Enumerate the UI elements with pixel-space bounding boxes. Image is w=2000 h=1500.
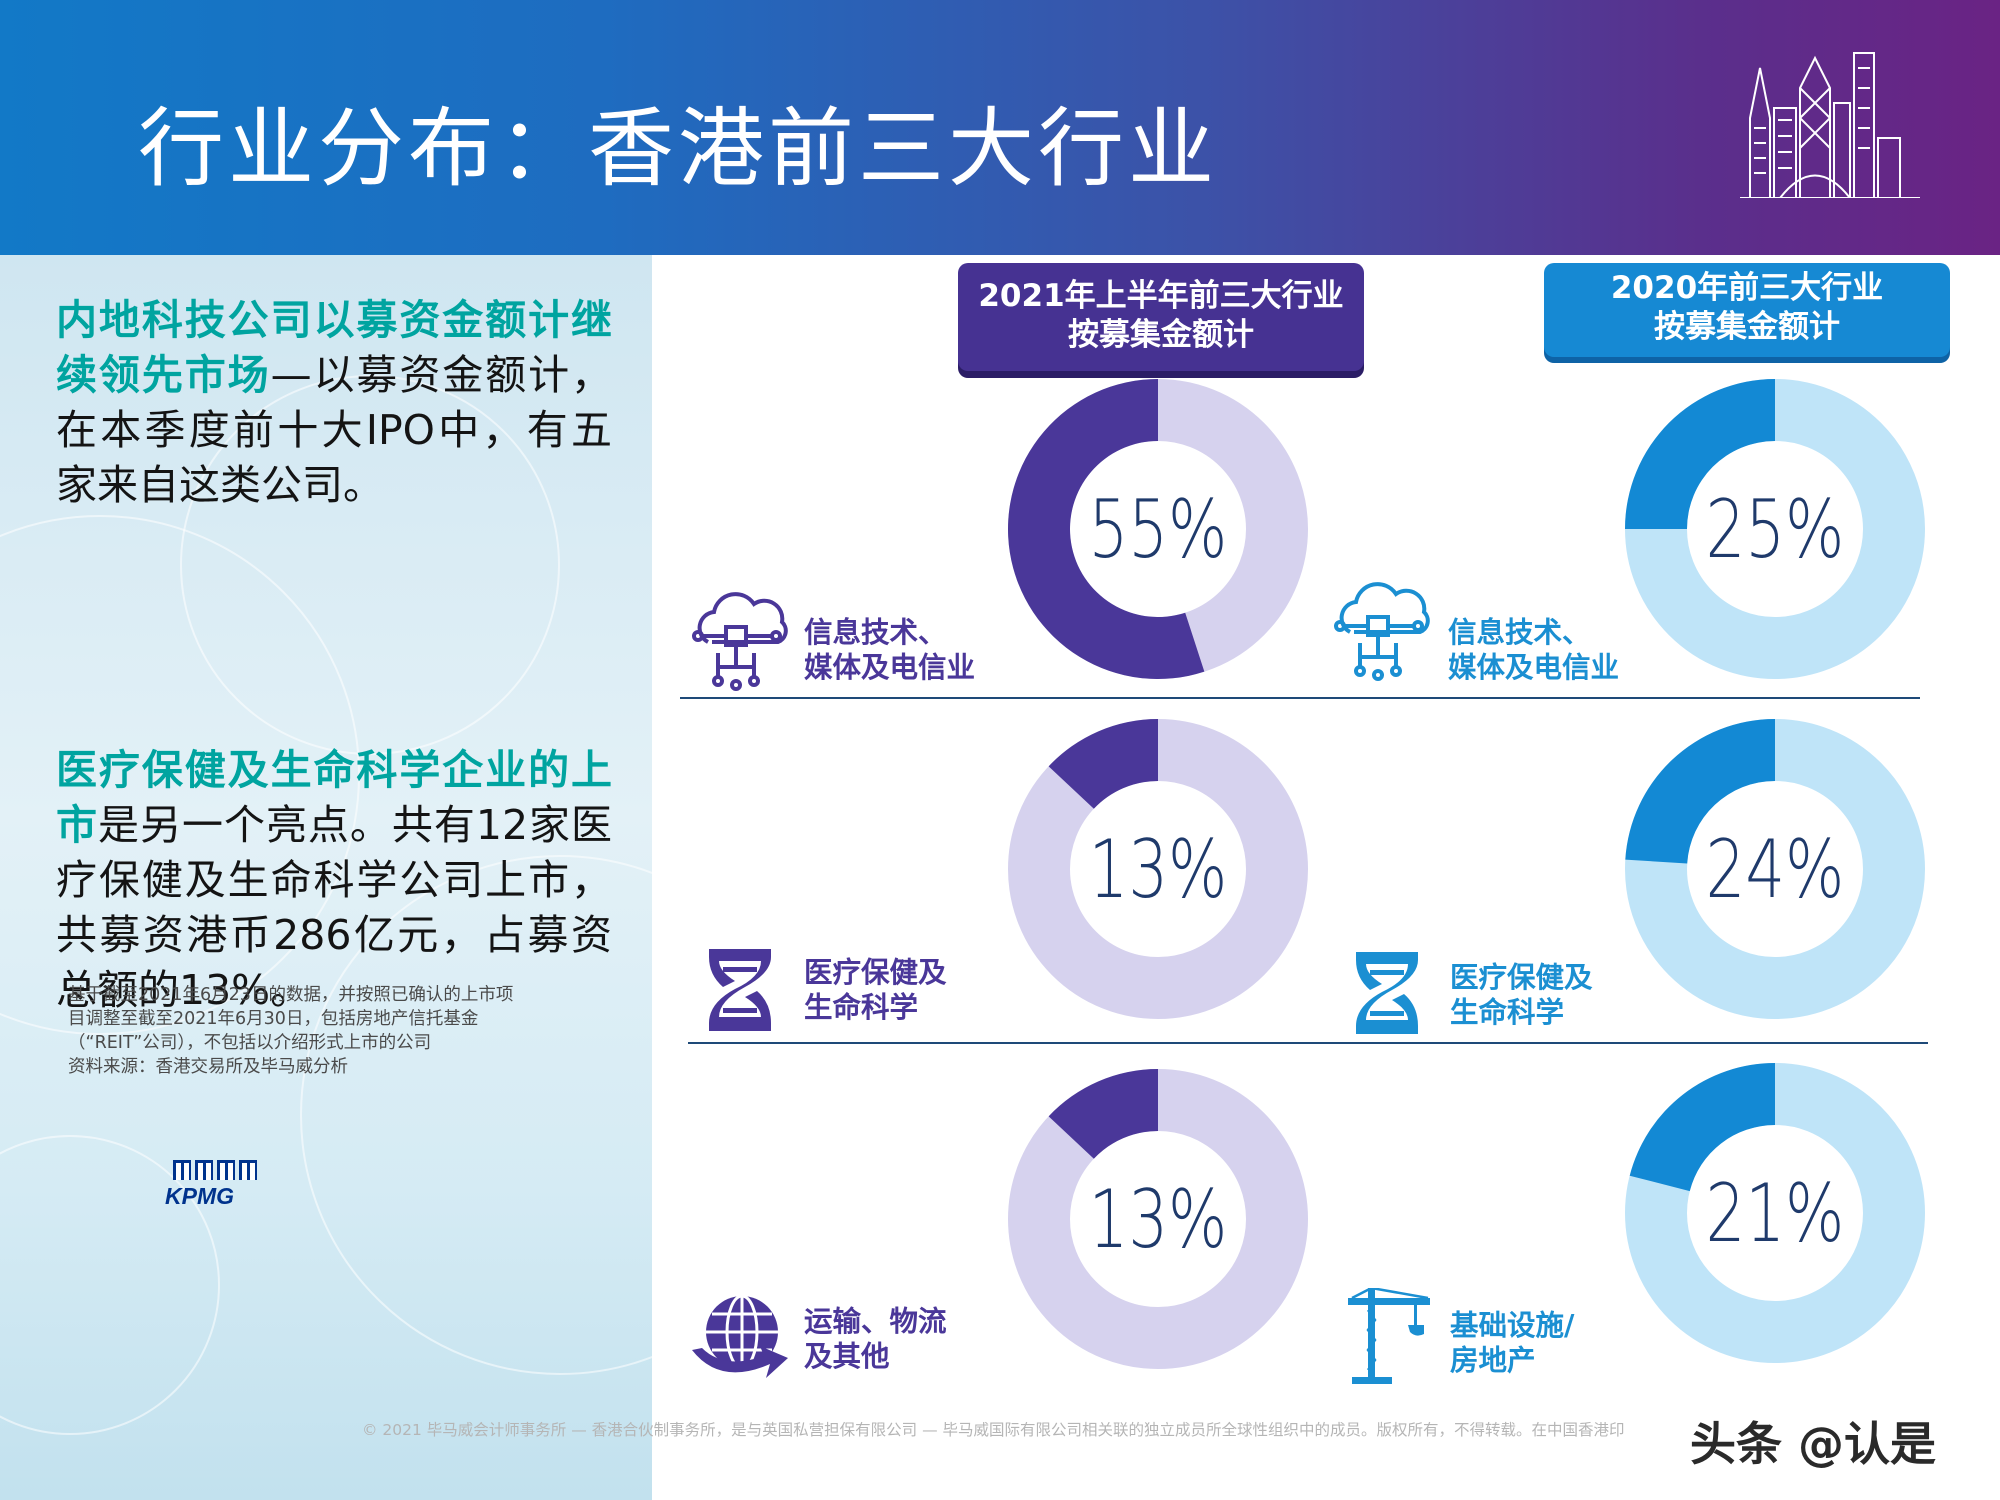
badge-2021: 2021年上半年前三大行业 按募集金额计	[958, 263, 1364, 371]
kpmg-logo: KPMG	[165, 1160, 257, 1208]
industry-label-line: 媒体及电信业	[1448, 651, 1620, 684]
note-line: （“REIT”公司），不包括以介绍形式上市的公司	[68, 1033, 432, 1053]
donut-segment-2020-1	[1625, 719, 1775, 864]
globe-arrow-icon	[692, 1294, 788, 1378]
row-divider	[688, 1042, 1928, 1044]
cloud-network-icon	[692, 592, 788, 691]
paragraph-tech: 内地科技公司以募资金额计继续领先市场—以募资金额计，在本季度前十大IPO中，有五…	[56, 293, 612, 513]
industry-label-2020-tmt: 信息技术、 媒体及电信业	[1448, 615, 1619, 685]
donut-2021-tmt: 55%	[1008, 379, 1308, 679]
donut-segment-2021-1	[1048, 719, 1158, 809]
badge-2020-line2: 按募集金额计	[1654, 309, 1840, 345]
paragraph-healthcare-highlight: 医疗保健及生命科学企业的上市	[56, 746, 612, 849]
badge-2021-line2: 按募集金额计	[1068, 317, 1254, 353]
industry-label-2021-healthcare: 医疗保健及 生命科学	[804, 955, 947, 1025]
kpmg-logo-text: KPMG	[165, 1183, 234, 1208]
donut-percent-label-2021-1: 13%	[1089, 822, 1228, 916]
watermark-text: 头条 @认是	[1690, 1417, 1937, 1471]
cloud-network-icon	[1334, 582, 1430, 681]
header-banner: 行业分布：香港前三大行业	[0, 0, 2000, 255]
row-divider	[680, 697, 1920, 699]
industry-label-line: 医疗保健及	[804, 956, 947, 989]
source-note: 基于截至2021年6月23日的数据，并按照已确认的上市项 目调整至截至2021年…	[68, 983, 608, 1079]
industry-label-line: 及其他	[804, 1340, 890, 1373]
donut-segment-2021-0	[1008, 379, 1205, 679]
industry-label-line: 房地产	[1450, 1344, 1536, 1377]
industry-label-line: 信息技术、	[804, 616, 947, 649]
donut-percent-label-2020-2: 21%	[1706, 1166, 1845, 1260]
donut-2021-healthcare: 13%	[1008, 719, 1308, 1019]
copyright-text: © 2021 毕马威会计师事务所 — 香港合伙制事务所，是与英国私营担保有限公司…	[362, 1421, 1625, 1439]
donut-2020-healthcare: 24%	[1625, 719, 1925, 1019]
skyline-icon	[1740, 52, 1920, 198]
industry-label-2020-healthcare: 医疗保健及 生命科学	[1450, 960, 1593, 1030]
badge-2020-line1: 2020年前三大行业	[1610, 270, 1884, 306]
note-line: 基于截至2021年6月23日的数据，并按照已确认的上市项	[68, 985, 514, 1005]
badge-2021-line1: 2021年上半年前三大行业	[978, 278, 1344, 314]
industry-label-line: 媒体及电信业	[804, 651, 976, 684]
industry-label-line: 生命科学	[804, 991, 919, 1024]
badge-2020: 2020年前三大行业 按募集金额计	[1544, 263, 1950, 357]
industry-label-2021-tmt: 信息技术、 媒体及电信业	[804, 615, 975, 685]
paragraph-tech-body: —以募资金额计，在本季度前十大IPO中，有五家来自这类公司。	[56, 351, 613, 509]
donut-percent-label-2020-0: 25%	[1706, 482, 1845, 576]
left-info-panel: 内地科技公司以募资金额计继续领先市场—以募资金额计，在本季度前十大IPO中，有五…	[0, 255, 652, 1500]
page-title: 行业分布：香港前三大行业	[138, 99, 1218, 199]
industry-label-2021-transport: 运输、物流 及其他	[804, 1304, 947, 1374]
donut-2020-infrastructure: 21%	[1625, 1063, 1925, 1363]
dna-icon	[709, 949, 771, 1031]
donut-2020-tmt: 25%	[1625, 379, 1925, 679]
paragraph-healthcare: 医疗保健及生命科学企业的上市是另一个亮点。共有12家医疗保健及生命科学公司上市，…	[56, 743, 612, 1018]
paragraph-healthcare-body: 是另一个亮点。共有12家医疗保健及生命科学公司上市，共募资港币286亿元，占募资…	[56, 801, 613, 1014]
donut-percent-label-2021-0: 55%	[1089, 482, 1228, 576]
paragraph-tech-highlight: 内地科技公司以募资金额计继续领先市场	[56, 296, 612, 399]
industry-label-line: 信息技术、	[1448, 616, 1591, 649]
donut-2021-transport: 13%	[1008, 1069, 1308, 1369]
donut-percent-label-2021-2: 13%	[1089, 1172, 1228, 1266]
industry-label-line: 医疗保健及	[1450, 961, 1593, 994]
donut-segment-2020-0	[1625, 379, 1775, 529]
industry-label-line: 基础设施/	[1450, 1309, 1575, 1342]
crane-icon	[1348, 1288, 1430, 1384]
donut-percent-label-2020-1: 24%	[1706, 822, 1845, 916]
note-line: 资料来源：香港交易所及毕马威分析	[68, 1057, 348, 1077]
donut-segment-2020-2	[1629, 1063, 1775, 1192]
donut-segment-2021-2	[1048, 1069, 1158, 1159]
dna-icon	[1356, 952, 1418, 1034]
industry-label-2020-infrastructure: 基础设施/ 房地产	[1450, 1308, 1574, 1378]
industry-label-line: 生命科学	[1450, 996, 1565, 1029]
note-line: 目调整至截至2021年6月30日，包括房地产信托基金	[68, 1009, 479, 1029]
industry-label-line: 运输、物流	[804, 1305, 947, 1338]
